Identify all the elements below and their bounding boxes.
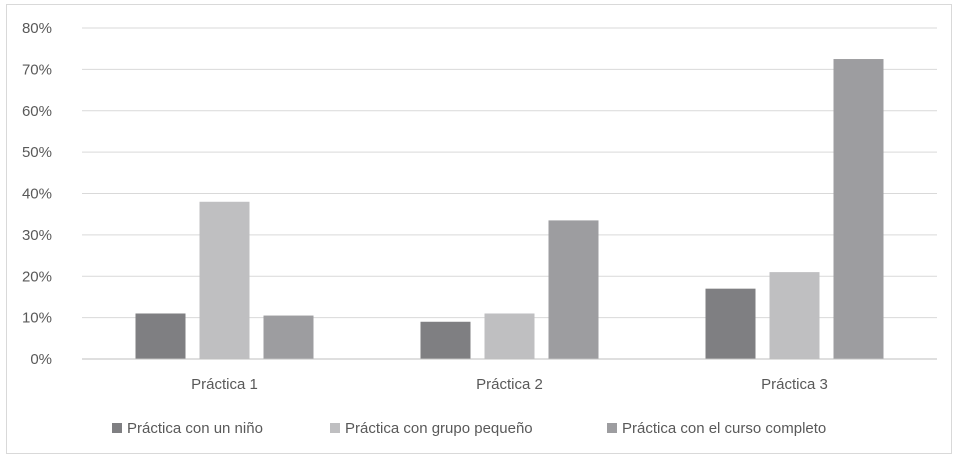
y-tick-label: 0% — [30, 351, 52, 368]
legend-swatch — [112, 423, 122, 433]
y-tick-label: 80% — [22, 20, 52, 37]
legend-swatch — [607, 423, 617, 433]
x-category-label: Práctica 2 — [476, 376, 543, 393]
bar-3-1 — [263, 315, 314, 359]
y-tick-label: 40% — [22, 186, 52, 203]
y-axis-ticks: 0% 10% 20% 30% 40% 50% 60% 70% 80% — [22, 20, 52, 368]
legend-label: Práctica con el curso completo — [622, 420, 826, 437]
bar-1-1 — [135, 313, 186, 359]
bar-2-2 — [484, 313, 535, 359]
bar-1-3 — [705, 288, 756, 359]
legend-swatch — [330, 423, 340, 433]
bar-2-1 — [199, 201, 250, 359]
x-axis-labels: Práctica 1 Práctica 2 Práctica 3 — [191, 376, 828, 393]
y-tick-label: 60% — [22, 103, 52, 120]
y-tick-label: 20% — [22, 268, 52, 285]
legend-label: Práctica con un niño — [127, 420, 263, 437]
y-tick-label: 30% — [22, 227, 52, 244]
bar-3-3 — [833, 59, 884, 359]
x-category-label: Práctica 3 — [761, 376, 828, 393]
y-tick-label: 10% — [22, 310, 52, 327]
bar-1-2 — [420, 321, 471, 359]
chart-frame — [6, 4, 952, 454]
bars — [135, 59, 884, 359]
bar-2-3 — [769, 272, 820, 359]
bar-3-2 — [548, 220, 599, 359]
y-tick-label: 50% — [22, 144, 52, 161]
legend: Práctica con un niño Práctica con grupo p… — [112, 420, 826, 437]
y-tick-label: 70% — [22, 61, 52, 78]
x-category-label: Práctica 1 — [191, 376, 258, 393]
legend-label: Práctica con grupo pequeño — [345, 420, 533, 437]
